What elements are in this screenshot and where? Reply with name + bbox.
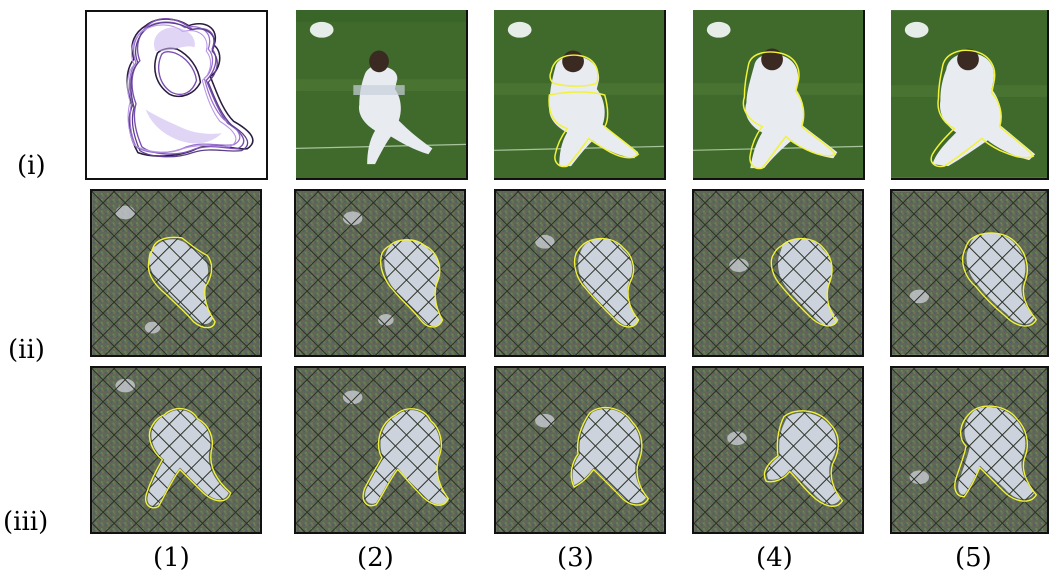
occluded-frame-ii-1 xyxy=(90,189,262,357)
occluded-frame-iii-4 xyxy=(692,366,864,534)
occluded-frame-iii-1-svg xyxy=(92,368,260,532)
shape-prior-contours-image xyxy=(85,10,268,180)
column-label-4: (4) xyxy=(756,543,793,573)
occluded-frame-iii-5-svg xyxy=(892,368,1047,532)
occluded-frame-iii-4-svg xyxy=(694,368,862,532)
occluded-frame-ii-4-svg xyxy=(694,191,862,355)
shape-prior-contours-svg xyxy=(126,18,254,158)
soccer-ball-icon xyxy=(309,21,334,38)
soccer-frame-2-svg xyxy=(296,10,466,178)
column-label-2: (2) xyxy=(357,543,394,573)
column-label-5: (5) xyxy=(955,543,992,573)
occluded-frame-iii-3-svg xyxy=(496,368,664,532)
soccer-ball-icon xyxy=(904,21,929,38)
soccer-frame-5-svg xyxy=(891,10,1047,178)
soccer-frame-4-svg xyxy=(693,10,863,178)
occluded-frame-ii-5-svg xyxy=(892,191,1047,355)
row-label-iii: (iii) xyxy=(3,507,49,537)
occluded-frame-ii-4 xyxy=(692,189,864,357)
soccer-ball-icon xyxy=(706,21,731,38)
soccer-frame-3 xyxy=(494,10,666,180)
occluded-frame-ii-3 xyxy=(494,189,666,357)
occluded-frame-iii-2 xyxy=(294,366,466,534)
soccer-frame-5 xyxy=(891,10,1049,180)
soccer-frame-2 xyxy=(296,10,468,180)
occluded-frame-ii-1-svg xyxy=(92,191,260,355)
occluded-frame-iii-1 xyxy=(90,366,262,534)
row-label-ii: (ii) xyxy=(8,335,45,365)
occluded-frame-iii-3 xyxy=(494,366,666,534)
soccer-ball-icon xyxy=(507,21,532,38)
occluded-frame-ii-2 xyxy=(294,189,466,357)
occluded-frame-iii-5 xyxy=(890,366,1049,534)
column-label-3: (3) xyxy=(557,543,594,573)
occluded-frame-ii-5 xyxy=(890,189,1049,357)
row-label-i: (i) xyxy=(17,151,46,181)
soccer-frame-3-svg xyxy=(494,10,664,178)
soccer-frame-4 xyxy=(693,10,865,180)
occluded-frame-ii-2-svg xyxy=(296,191,464,355)
occluded-frame-ii-3-svg xyxy=(496,191,664,355)
occluded-frame-iii-2-svg xyxy=(296,368,464,532)
column-label-1: (1) xyxy=(153,543,190,573)
